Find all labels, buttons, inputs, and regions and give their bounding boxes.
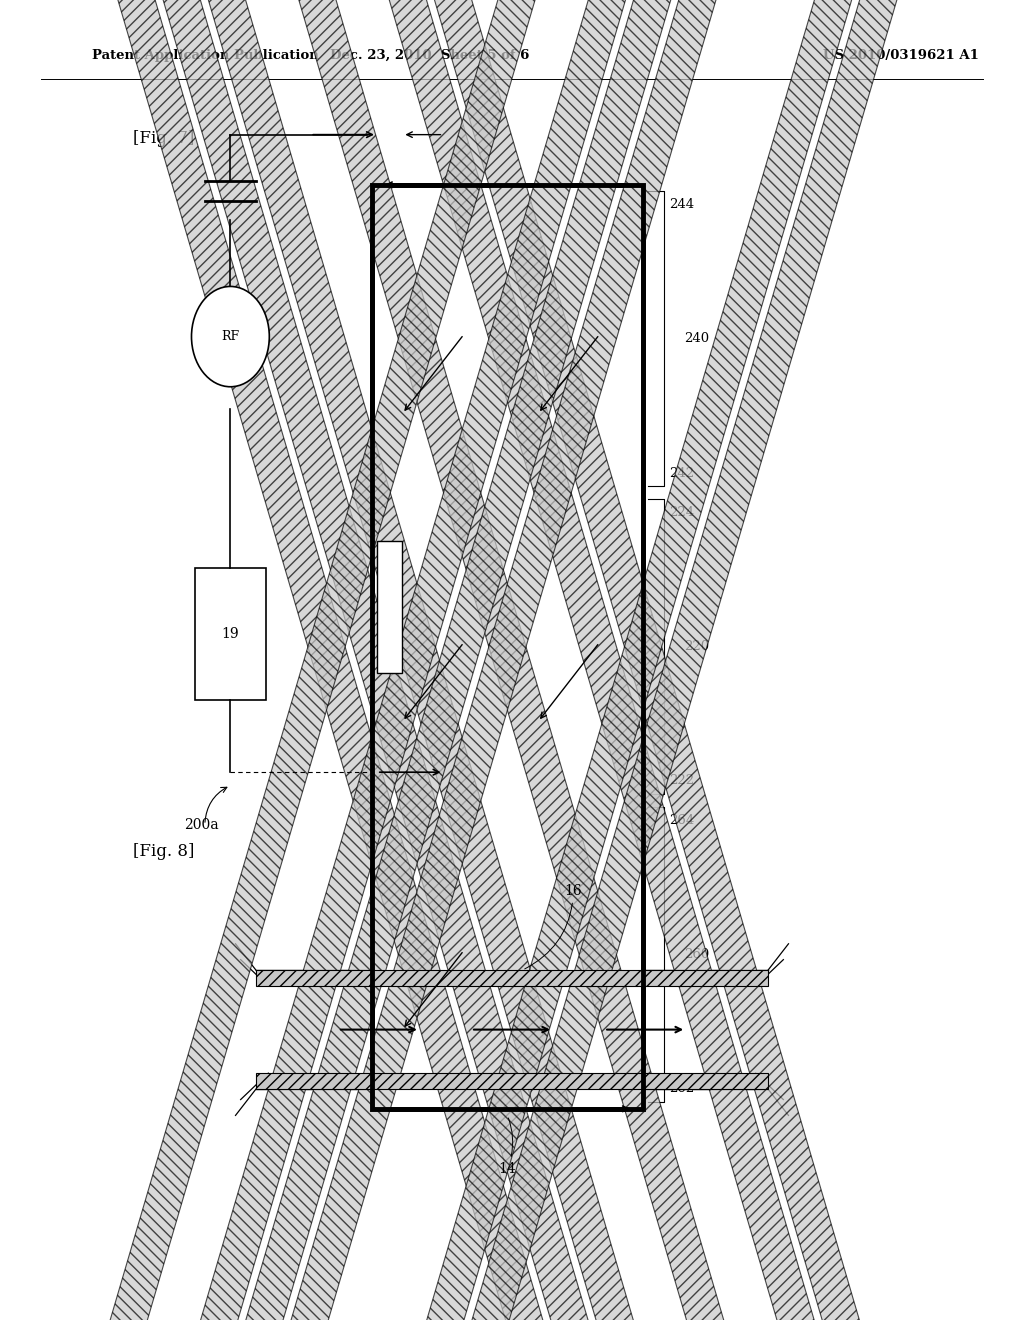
Bar (372, 185, 643, 1109)
Text: RF: RF (221, 330, 240, 343)
Text: 14: 14 (499, 1118, 516, 1176)
Text: 244: 244 (669, 198, 694, 211)
Text: 264: 264 (669, 814, 694, 828)
Bar (195, 568, 266, 700)
Text: 200a: 200a (184, 818, 219, 832)
Text: 19: 19 (221, 627, 240, 640)
Text: 260: 260 (684, 948, 710, 961)
Bar (377, 541, 402, 673)
Text: 262: 262 (669, 1082, 694, 1096)
Text: [Fig. 8]: [Fig. 8] (133, 843, 195, 859)
Text: 222: 222 (669, 775, 694, 788)
Text: Patent Application Publication: Patent Application Publication (92, 49, 318, 62)
Text: 224: 224 (669, 506, 694, 519)
Text: 242: 242 (669, 466, 694, 479)
Bar (256, 970, 768, 986)
Circle shape (191, 286, 269, 387)
Text: 16: 16 (524, 883, 583, 969)
Text: Dec. 23, 2010  Sheet 5 of 6: Dec. 23, 2010 Sheet 5 of 6 (331, 49, 529, 62)
Bar (372, 185, 643, 1109)
Bar (256, 1073, 768, 1089)
Text: US 2010/0319621 A1: US 2010/0319621 A1 (823, 49, 979, 62)
Text: [Fig. 7]: [Fig. 7] (133, 131, 195, 147)
Text: 240: 240 (684, 333, 710, 346)
Text: 220: 220 (684, 640, 710, 653)
